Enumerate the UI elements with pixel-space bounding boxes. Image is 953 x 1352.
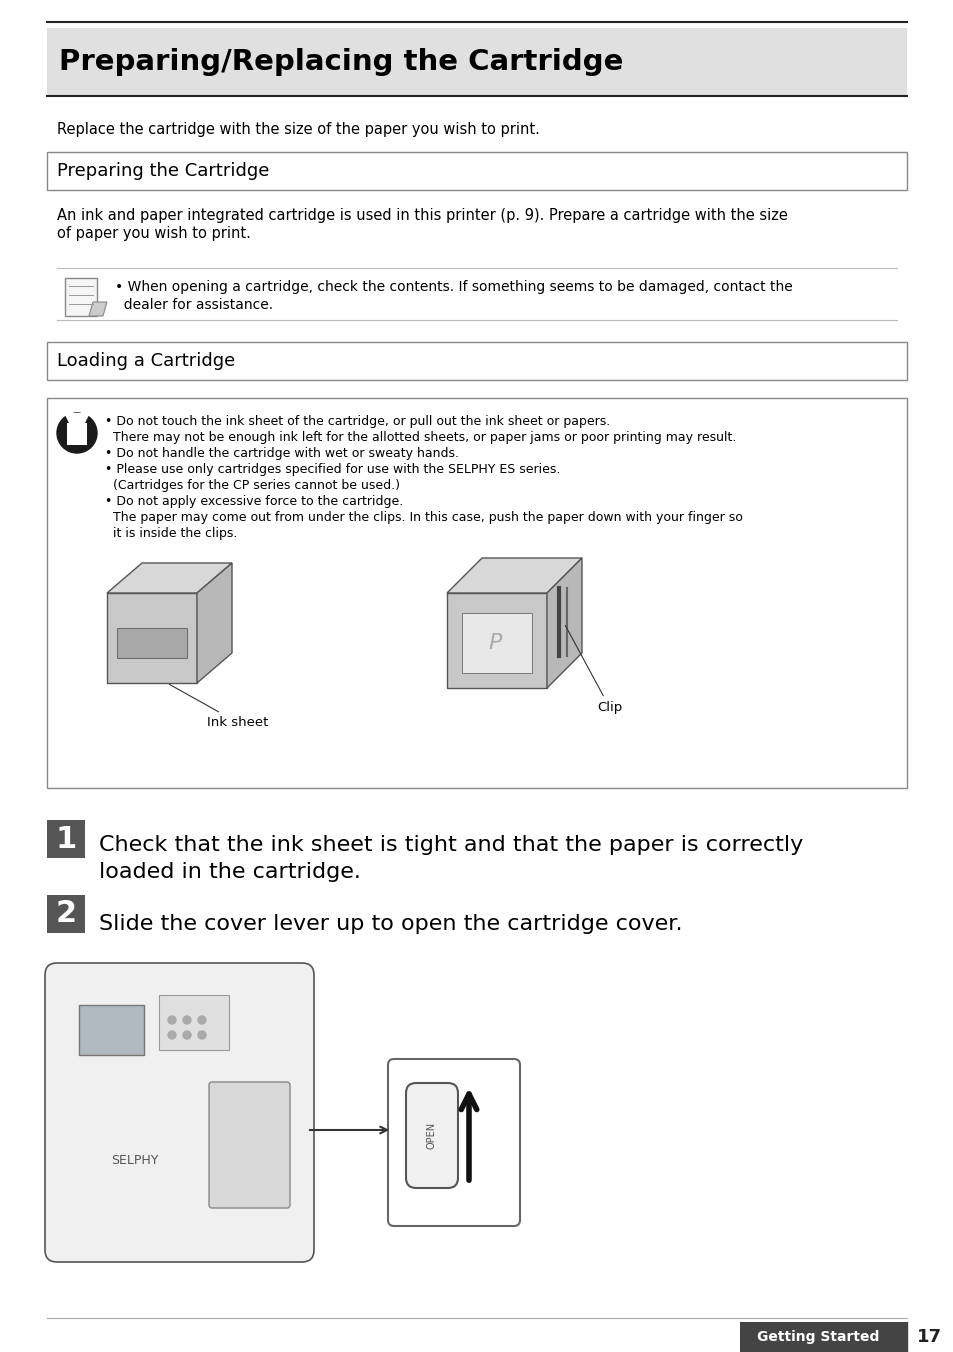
Text: The paper may come out from under the clips. In this case, push the paper down w: The paper may come out from under the cl… <box>105 511 742 525</box>
Circle shape <box>198 1032 206 1038</box>
Circle shape <box>198 1015 206 1023</box>
Text: Replace the cartridge with the size of the paper you wish to print.: Replace the cartridge with the size of t… <box>57 122 539 137</box>
Bar <box>47 151 906 191</box>
Text: Check that the ink sheet is tight and that the paper is correctly: Check that the ink sheet is tight and th… <box>99 836 802 854</box>
Polygon shape <box>447 558 581 594</box>
FancyBboxPatch shape <box>388 1059 519 1226</box>
Text: Preparing/Replacing the Cartridge: Preparing/Replacing the Cartridge <box>59 49 622 76</box>
Polygon shape <box>89 301 107 316</box>
Text: P: P <box>488 633 501 653</box>
Polygon shape <box>196 562 232 683</box>
Bar <box>159 995 229 1051</box>
Text: There may not be enough ink left for the allotted sheets, or paper jams or poor : There may not be enough ink left for the… <box>105 431 736 443</box>
Text: loaded in the cartridge.: loaded in the cartridge. <box>99 863 360 882</box>
Text: dealer for assistance.: dealer for assistance. <box>115 297 273 312</box>
Text: it is inside the clips.: it is inside the clips. <box>105 527 237 539</box>
Text: Preparing the Cartridge: Preparing the Cartridge <box>57 162 269 180</box>
Circle shape <box>168 1032 175 1038</box>
Text: SELPHY: SELPHY <box>112 1153 158 1167</box>
Text: • When opening a cartridge, check the contents. If something seems to be damaged: • When opening a cartridge, check the co… <box>115 280 792 293</box>
Polygon shape <box>107 594 196 683</box>
Text: 17: 17 <box>916 1328 941 1347</box>
Text: Slide the cover lever up to open the cartridge cover.: Slide the cover lever up to open the car… <box>99 914 681 934</box>
Polygon shape <box>461 612 532 673</box>
Polygon shape <box>107 562 232 594</box>
Polygon shape <box>447 594 546 688</box>
Polygon shape <box>546 558 581 688</box>
Text: of paper you wish to print.: of paper you wish to print. <box>57 226 251 241</box>
Text: COPY: COPY <box>223 618 730 781</box>
Bar <box>47 342 906 380</box>
Bar <box>47 821 85 859</box>
Text: Ink sheet: Ink sheet <box>170 684 268 729</box>
Bar <box>65 279 97 316</box>
Bar <box>47 397 906 788</box>
Text: 2: 2 <box>55 899 76 929</box>
Circle shape <box>168 1015 175 1023</box>
FancyBboxPatch shape <box>45 963 314 1261</box>
Text: • Do not apply excessive force to the cartridge.: • Do not apply excessive force to the ca… <box>105 495 403 508</box>
Circle shape <box>183 1032 191 1038</box>
Circle shape <box>183 1015 191 1023</box>
Text: Clip: Clip <box>565 626 621 714</box>
Bar <box>79 1005 144 1055</box>
Text: OPEN: OPEN <box>427 1122 436 1149</box>
Bar <box>740 1322 906 1352</box>
Text: Loading a Cartridge: Loading a Cartridge <box>57 352 235 370</box>
Polygon shape <box>65 408 89 423</box>
Text: (Cartridges for the CP series cannot be used.): (Cartridges for the CP series cannot be … <box>105 479 399 492</box>
Text: Getting Started: Getting Started <box>757 1330 879 1344</box>
Text: • Please use only cartridges specified for use with the SELPHY ES series.: • Please use only cartridges specified f… <box>105 462 559 476</box>
Text: • Do not touch the ink sheet of the cartridge, or pull out the ink sheet or pape: • Do not touch the ink sheet of the cart… <box>105 415 610 429</box>
Text: • Do not handle the cartridge with wet or sweaty hands.: • Do not handle the cartridge with wet o… <box>105 448 458 460</box>
Polygon shape <box>117 627 187 658</box>
Bar <box>47 895 85 933</box>
Circle shape <box>57 412 97 453</box>
Bar <box>47 28 906 96</box>
Text: An ink and paper integrated cartridge is used in this printer (p. 9). Prepare a : An ink and paper integrated cartridge is… <box>57 208 787 223</box>
Polygon shape <box>67 423 87 445</box>
FancyBboxPatch shape <box>406 1083 457 1188</box>
FancyBboxPatch shape <box>209 1082 290 1207</box>
Text: 1: 1 <box>55 825 76 853</box>
